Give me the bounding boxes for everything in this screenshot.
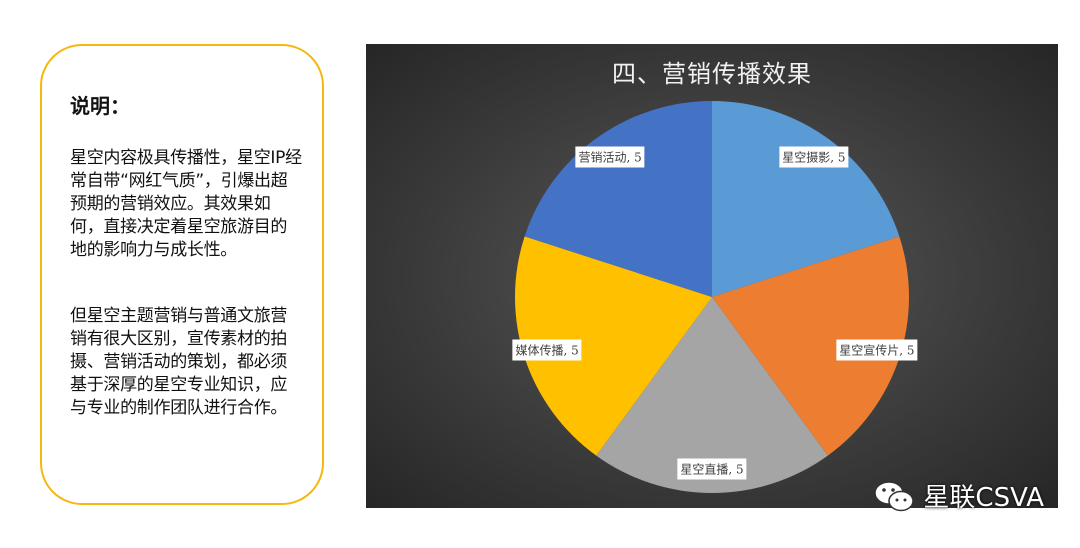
pie-slice-1 (712, 101, 900, 297)
pie-slice-3 (596, 297, 828, 493)
wechat-icon (874, 480, 915, 511)
data-label: 星空直播, 5 (677, 458, 747, 480)
chart-title: 四、营销传播效果 (612, 60, 812, 88)
pie-slice-2 (712, 236, 909, 456)
description-paragraph-2: 但星空主题营销与普通文旅营销有很大区别，宣传素材的拍摄、营销活动的策划，都必须基… (70, 306, 288, 418)
pie-slice-4 (515, 236, 712, 456)
data-label: 媒体传播, 5 (512, 339, 582, 361)
data-label: 星空摄影, 5 (779, 146, 849, 168)
data-label: 星空宣传片, 5 (836, 339, 918, 361)
watermark-text: 星联CSVA (923, 483, 1044, 513)
pie-svg (515, 101, 909, 493)
description-paragraph-1: 星空内容极具传播性，星空IP经常自带“网红气质”，引爆出超预期的营销效应。其效果… (70, 148, 302, 260)
description-panel: 说明： 星空内容极具传播性，星空IP经常自带“网红气质”，引爆出超预期的营销效应… (40, 44, 324, 505)
data-label: 营销活动, 5 (575, 146, 645, 168)
pie-slice-5 (524, 101, 712, 297)
watermark: 星联CSVA (873, 477, 1044, 514)
description-heading: 说明： (70, 94, 130, 118)
pie-chart: 四、营销传播效果 星联CSVA 星空摄影, 5 星空宣传片, 5 星空直播, 5 媒体… (366, 44, 1058, 513)
